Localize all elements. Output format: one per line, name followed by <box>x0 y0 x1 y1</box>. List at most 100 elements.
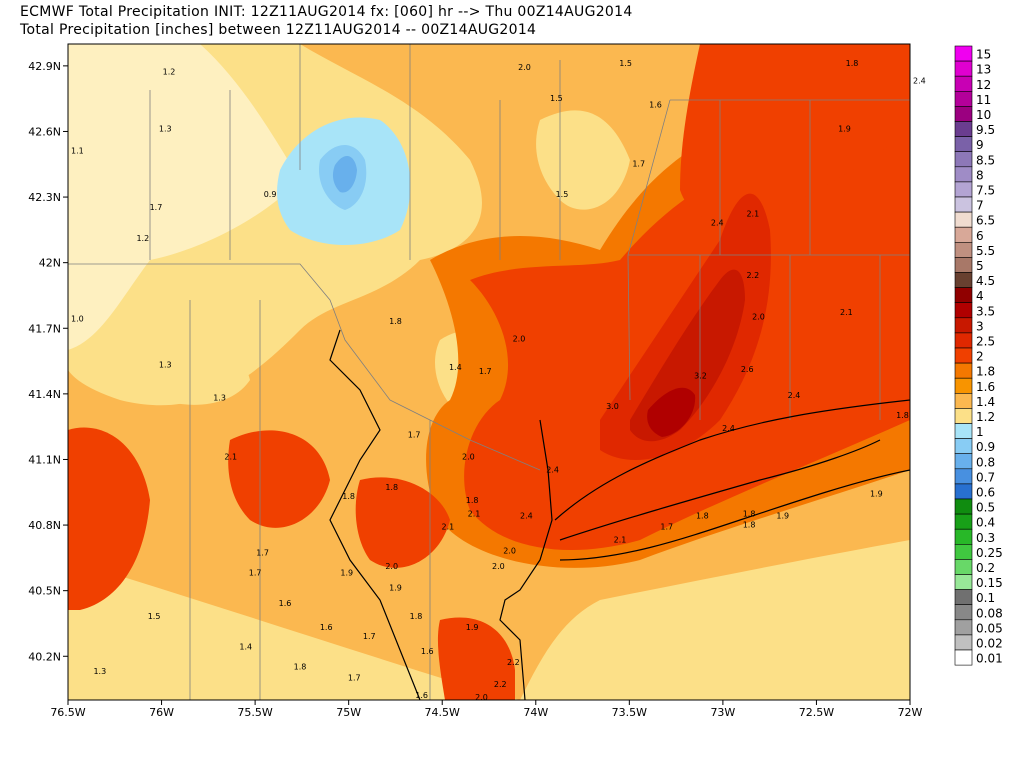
coastlines <box>329 329 910 700</box>
chart-title-line-1: ECMWF Total Precipitation INIT: 12Z11AUG… <box>20 4 633 20</box>
precip-value-label: 1.3 <box>159 124 172 133</box>
precip-value-label: 1.8 <box>466 496 479 505</box>
field-nc-light <box>536 110 630 210</box>
legend-label: 9 <box>976 138 984 152</box>
legend-label: 1 <box>976 425 984 439</box>
legend-label: 8 <box>976 168 984 182</box>
legend-label: 0.3 <box>976 531 995 545</box>
legend-swatch <box>954 106 973 122</box>
county-lines-ne <box>699 100 881 420</box>
precip-value-label: 1.6 <box>415 691 428 700</box>
field-sj-red <box>437 617 515 700</box>
lat-label: 41.1N <box>28 453 61 466</box>
precip-value-label: 2.0 <box>518 63 531 72</box>
legend-label: 5.5 <box>976 244 995 258</box>
precip-value-label: 1.7 <box>150 203 163 212</box>
precip-value-label: 1.5 <box>148 612 161 621</box>
lat-label: 42.9N <box>28 60 61 73</box>
lon-label: 73W <box>710 706 735 719</box>
precip-value-label: 2.4 <box>722 424 735 433</box>
legend-label: 0.02 <box>976 636 1003 650</box>
legend-label: 0.7 <box>976 470 995 484</box>
legend-swatch <box>954 136 973 153</box>
precip-value-label: 1.9 <box>776 512 789 521</box>
precip-value-label: 1.7 <box>348 673 361 682</box>
legend-label: 6.5 <box>976 214 995 228</box>
precip-value-label: 1.6 <box>320 623 333 632</box>
legend-label: 2 <box>976 350 984 364</box>
precip-value-label: 1.7 <box>479 367 492 376</box>
legend-label: 4.5 <box>976 274 995 288</box>
lon-label: 73.5W <box>612 706 647 719</box>
legend-label: 11 <box>976 93 991 107</box>
legend-label: 0.9 <box>976 440 995 454</box>
county-lines <box>149 44 561 700</box>
precip-value-label: 2.6 <box>741 365 754 374</box>
legend-label: 0.08 <box>976 606 1003 620</box>
field-blue-inner <box>332 155 357 193</box>
field-nw-lightest <box>68 44 300 350</box>
precip-value-label: 1.2 <box>136 234 149 243</box>
legend-label: 3.5 <box>976 304 995 318</box>
precip-value-label: 2.2 <box>507 658 520 667</box>
lon-label: 74.5W <box>425 706 460 719</box>
precip-value-label: 1.5 <box>619 59 632 68</box>
precip-value-label: 2.0 <box>462 452 475 461</box>
precip-value-label: 2.1 <box>224 452 237 461</box>
legend-swatch <box>954 438 973 455</box>
legend-label: 0.4 <box>976 516 995 530</box>
lat-label: 41.7N <box>28 322 61 335</box>
legend-label: 0.6 <box>976 485 995 499</box>
legend-label: 1.8 <box>976 365 995 379</box>
legend-swatch <box>954 362 973 379</box>
legend-label: 7 <box>976 199 984 213</box>
precip-value-label: 1.3 <box>213 393 226 402</box>
precip-value-label: 1.0 <box>71 315 84 324</box>
legend-swatch <box>954 453 973 470</box>
legend-swatch <box>954 257 973 273</box>
legend-swatch <box>954 392 973 409</box>
precip-value-label: 1.8 <box>846 59 859 68</box>
legend-label: 0.5 <box>976 501 995 515</box>
legend-label: 15 <box>976 48 991 62</box>
lat-label: 40.2N <box>28 650 61 663</box>
precip-value-label: 1.7 <box>249 568 262 577</box>
legend-swatch <box>954 649 973 666</box>
plot-frame <box>67 43 911 701</box>
legend-label: 0.25 <box>976 546 1003 560</box>
field-west-red <box>68 427 150 610</box>
legend-swatch <box>954 166 973 183</box>
legend-label: 0.1 <box>976 591 995 605</box>
precip-value-label: 2.0 <box>492 562 505 571</box>
legend-label: 10 <box>976 108 991 122</box>
lon-label: 75W <box>336 706 361 719</box>
legend-swatch <box>954 468 973 485</box>
precip-value-label: 2.4 <box>788 391 801 400</box>
legend-swatch <box>954 377 973 394</box>
precip-value-label: 1.8 <box>342 492 355 501</box>
precip-value-label: 2.4 <box>711 218 724 227</box>
precip-value-label: 1.8 <box>410 612 423 621</box>
legend-label: 2.5 <box>976 334 995 348</box>
precip-value-label: 1.2 <box>163 68 176 77</box>
precip-value-label: 2.1 <box>468 509 481 518</box>
legend-swatch <box>954 619 973 636</box>
lat-label: 40.8N <box>28 519 61 532</box>
precip-value-label: 2.1 <box>441 522 454 531</box>
field-core-25 <box>600 193 771 460</box>
legend-swatch <box>954 75 973 92</box>
precip-value-label: 1.6 <box>421 647 434 656</box>
boundaries <box>68 44 910 700</box>
precip-value-label: 1.8 <box>743 520 756 529</box>
precip-value-label: 0.9 <box>264 190 277 199</box>
legend-label: 1.6 <box>976 380 995 394</box>
legend-swatch <box>954 528 973 545</box>
lon-label: 75.5W <box>237 706 272 719</box>
legend-label: 0.2 <box>976 561 995 575</box>
precip-value-label: 2.0 <box>752 313 765 322</box>
legend-swatch <box>954 272 973 288</box>
lat-label: 40.5N <box>28 585 61 598</box>
legend-swatch <box>954 498 973 515</box>
legend-swatch <box>954 151 973 168</box>
lon-label: 76.5W <box>50 706 85 719</box>
